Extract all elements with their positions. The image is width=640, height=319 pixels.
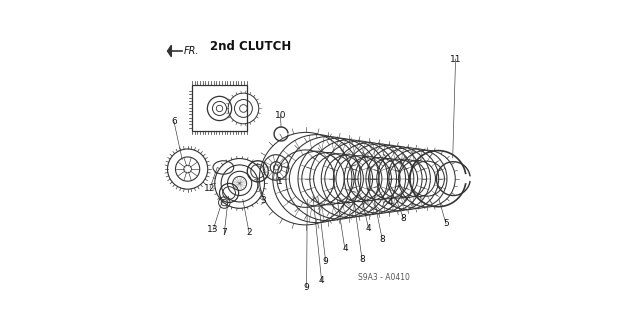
Text: 4: 4 — [342, 244, 348, 253]
Text: 2nd CLUTCH: 2nd CLUTCH — [210, 40, 291, 53]
Text: 4: 4 — [365, 224, 371, 233]
Text: 12: 12 — [204, 184, 216, 193]
Text: 1: 1 — [277, 177, 283, 186]
Bar — [192, 85, 246, 131]
Text: 4: 4 — [387, 198, 393, 207]
Text: 13: 13 — [207, 225, 219, 234]
Text: 9: 9 — [323, 257, 328, 266]
Text: 4: 4 — [319, 276, 324, 285]
Text: 9: 9 — [304, 283, 310, 292]
Text: FR.: FR. — [184, 46, 199, 56]
Text: 8: 8 — [401, 214, 406, 223]
Text: 10: 10 — [275, 111, 286, 120]
Text: 6: 6 — [171, 117, 177, 126]
Text: 11: 11 — [450, 55, 461, 63]
Text: 8: 8 — [380, 235, 385, 244]
Text: 5: 5 — [443, 219, 449, 228]
Polygon shape — [168, 45, 172, 57]
Text: 2: 2 — [246, 228, 252, 237]
Text: S9A3 - A0410: S9A3 - A0410 — [358, 273, 410, 282]
Text: 7: 7 — [221, 228, 227, 237]
Text: 3: 3 — [260, 197, 266, 205]
Text: 8: 8 — [359, 256, 365, 264]
